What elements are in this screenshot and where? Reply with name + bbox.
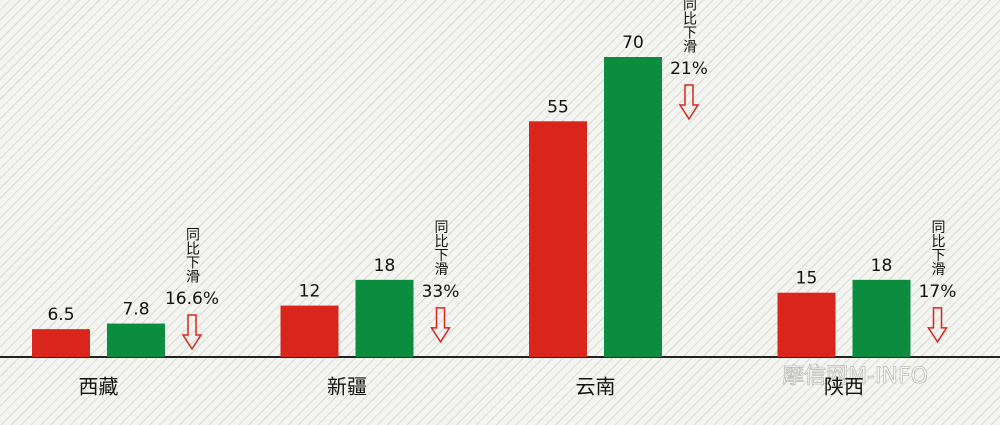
value-label: 12: [299, 282, 321, 302]
x-tick-label: 云南: [576, 375, 616, 399]
down-arrow: [181, 314, 203, 351]
value-label: 18: [374, 256, 396, 276]
down-arrow: [430, 307, 451, 344]
x-tick-label: 陕西: [824, 375, 864, 399]
value-label: 70: [622, 33, 644, 53]
down-arrow: [678, 84, 700, 121]
value-label: 18: [871, 256, 893, 276]
annotation-text: 同比下滑: [930, 220, 946, 276]
x-tick-label: 西藏: [79, 375, 119, 399]
annotation-text: 同比下滑: [433, 220, 449, 276]
bar: [32, 329, 90, 357]
x-tick-label: 新疆: [327, 375, 367, 399]
annotation-text: 同比下滑: [681, 0, 697, 53]
bar: [529, 121, 587, 358]
bar: [280, 305, 339, 357]
bar: [852, 279, 911, 357]
bar: [107, 323, 165, 357]
bar: [355, 279, 414, 357]
annotation-change: 21%: [670, 59, 708, 79]
value-label: 55: [547, 97, 569, 117]
watermark: 摩信网M-INFO: [782, 364, 928, 389]
value-label: 15: [796, 269, 818, 289]
value-label: 7.8: [122, 300, 149, 320]
value-label: 6.5: [47, 305, 74, 325]
annotation-change: 33%: [422, 282, 460, 302]
annotation-text: 同比下滑: [184, 227, 200, 283]
down-arrow: [927, 307, 948, 344]
bar: [777, 292, 836, 357]
annotation-change: 17%: [919, 282, 957, 302]
annotation-change: 16.6%: [165, 289, 219, 309]
bar: [604, 57, 662, 357]
